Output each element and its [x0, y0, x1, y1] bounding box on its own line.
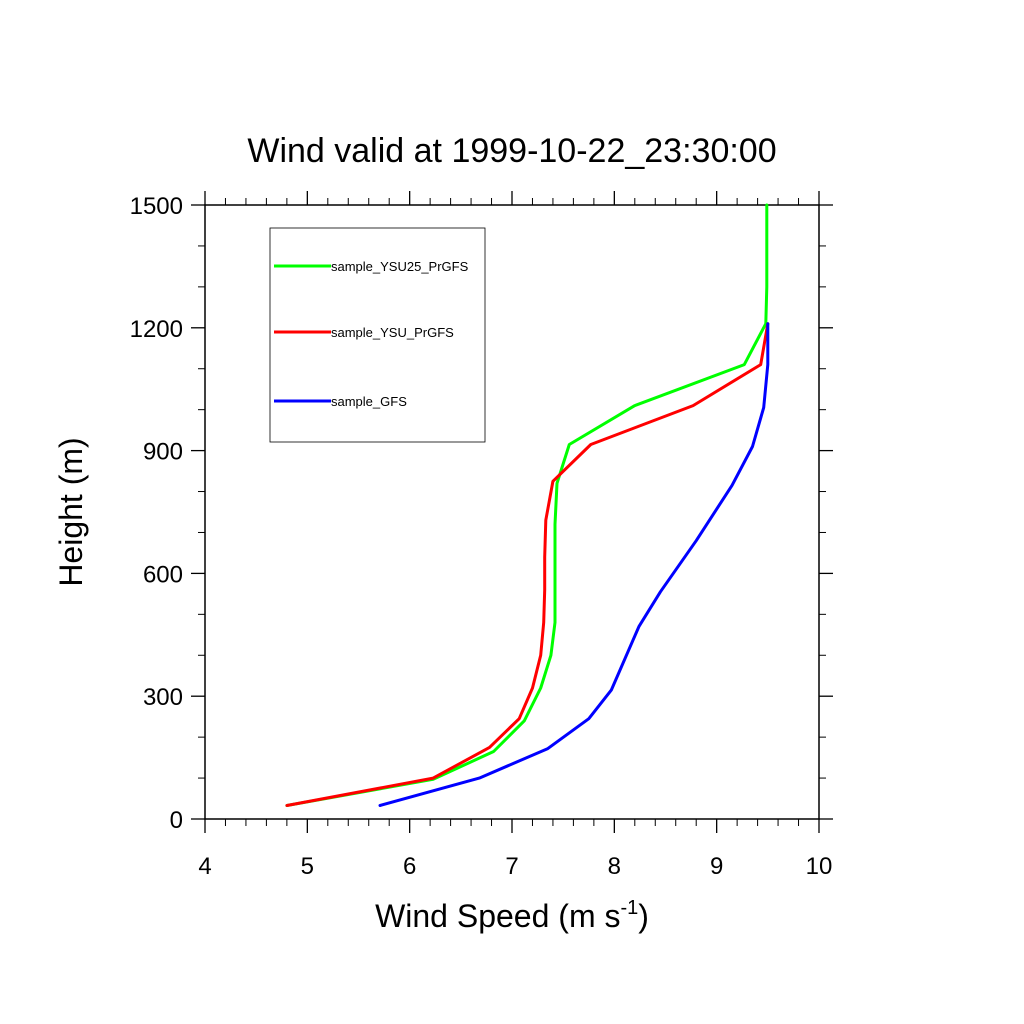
x-axis-label: Wind Speed (m s-1) — [375, 897, 649, 934]
series-line-sample_YSU25_PrGFS — [285, 203, 769, 807]
axis-ticks — [191, 191, 833, 833]
x-axis-label-superscript: -1 — [620, 897, 638, 919]
y-tick-label: 1500 — [130, 193, 183, 220]
series-lines — [285, 203, 770, 807]
legend-box — [269, 227, 486, 443]
x-axis-label-close: ) — [638, 898, 649, 934]
y-tick-label: 600 — [143, 561, 183, 588]
y-tick-label: 1200 — [130, 316, 183, 343]
x-tick-label: 7 — [505, 853, 518, 880]
x-tick-label: 9 — [710, 853, 723, 880]
x-axis-label-main: Wind Speed (m s — [375, 898, 620, 934]
chart-title: Wind valid at 1999-10-22_23:30:00 — [247, 132, 776, 170]
y-tick-label: 900 — [143, 439, 183, 466]
y-axis-label: Height (m) — [53, 437, 89, 586]
x-tick-label: 10 — [806, 853, 833, 880]
y-tick-label: 300 — [143, 684, 183, 711]
x-tick-label: 6 — [403, 853, 416, 880]
x-tick-label: 8 — [608, 853, 621, 880]
y-tick-label: 0 — [170, 807, 183, 834]
legend: sample_YSU25_PrGFS sample_YSU_PrGFSsample… — [269, 227, 486, 443]
legend-label: sample_GFS — [331, 394, 407, 409]
legend-label: sample_YSU25_PrGFS — [331, 259, 469, 274]
legend-label: sample_YSU_PrGFS — [331, 325, 454, 340]
series-line-sample_YSU_PrGFS — [285, 322, 770, 807]
series-line-sample_GFS — [378, 322, 770, 807]
x-tick-label: 4 — [198, 853, 211, 880]
x-tick-label: 5 — [301, 853, 314, 880]
axis-tick-labels: 4 5 6 7 8 9 10 0 300 600 900 1200 1500 — [130, 193, 833, 880]
plot-frame — [204, 204, 820, 820]
